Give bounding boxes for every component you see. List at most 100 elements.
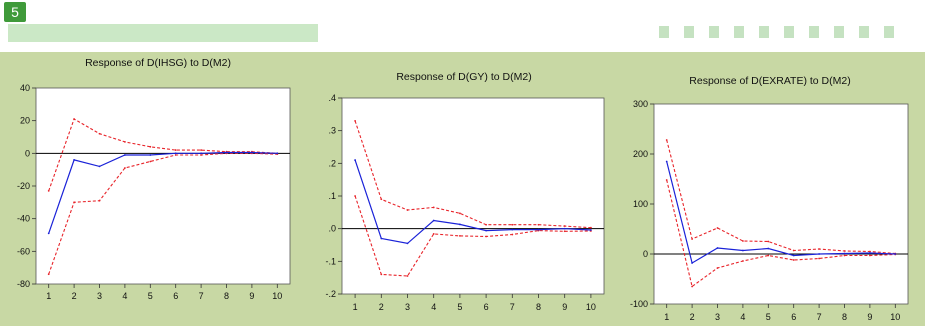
band-point-upper — [590, 226, 592, 229]
x-tick-label: 3 — [715, 312, 720, 322]
response-point — [149, 154, 152, 156]
y-tick-label: .4 — [328, 93, 336, 103]
band-point-upper — [767, 240, 770, 243]
band-point-lower — [792, 259, 795, 261]
decorative-dot — [834, 26, 844, 38]
response-line — [48, 151, 278, 234]
x-tick-label: 3 — [97, 291, 102, 301]
y-tick-label: 40 — [20, 83, 30, 93]
band-point-lower — [149, 160, 152, 163]
response-point — [485, 229, 487, 232]
response-point — [691, 262, 693, 264]
x-tick-label: 7 — [817, 312, 822, 322]
y-tick-label: -.2 — [325, 289, 336, 299]
band-point-lower — [691, 285, 693, 288]
plot-area — [35, 87, 291, 285]
band-point-upper — [691, 238, 693, 240]
band-point-lower — [843, 254, 846, 257]
x-tick-label: 8 — [842, 312, 847, 322]
band-point-upper — [73, 118, 75, 120]
x-tick-label: 2 — [690, 312, 695, 322]
chart-svg: Response of D(IHSG) to D(M2) -80 -60 -40 -20… — [17, 57, 291, 301]
band-point-lower — [459, 234, 461, 237]
confidence-band-lower — [354, 195, 591, 277]
chart-svg: Response of D(EXRATE) to D(M2) -100 0 100 20… — [630, 75, 909, 322]
x-tick-label: 9 — [562, 302, 567, 312]
y-tick-label: .0 — [328, 224, 336, 234]
band-point-lower — [742, 260, 744, 262]
band-point-upper — [511, 223, 514, 226]
band-point-upper — [485, 223, 487, 226]
response-point — [73, 158, 75, 161]
band-point-lower — [511, 233, 514, 236]
x-tick-label: 9 — [249, 291, 254, 301]
x-tick-label: 1 — [46, 291, 51, 301]
band-point-upper — [354, 119, 356, 122]
x-tick-label: 6 — [791, 312, 796, 322]
decorative-dot — [684, 26, 694, 38]
band-point-lower — [47, 273, 50, 276]
x-tick-label: 10 — [272, 291, 282, 301]
response-point — [792, 254, 795, 257]
response-point — [665, 160, 668, 163]
confidence-band-upper — [666, 139, 896, 255]
band-point-upper — [174, 149, 177, 151]
ihsg-impulse-chart: Response of D(IHSG) to D(M2) -80 -60 -40 -20… — [8, 52, 308, 326]
plot-area — [653, 103, 909, 305]
x-tick-label: 3 — [405, 302, 410, 312]
response-line — [666, 161, 896, 264]
chart-title: Response of D(EXRATE) to D(M2) — [689, 75, 850, 87]
band-point-lower — [380, 273, 383, 276]
response-point — [511, 228, 514, 231]
band-point-lower — [767, 254, 770, 257]
chart-svg: Response of D(GY) to D(M2) -.2 -.1 .0 .1 .2 .3… — [325, 71, 605, 312]
y-tick-label: -60 — [17, 246, 30, 256]
x-tick-label: 2 — [379, 302, 384, 312]
x-tick-label: 7 — [199, 291, 204, 301]
band-point-upper — [432, 206, 435, 209]
band-point-upper — [563, 225, 566, 227]
band-point-upper — [665, 139, 668, 141]
band-point-lower — [485, 235, 487, 238]
chart-title: Response of D(IHSG) to D(M2) — [85, 57, 231, 69]
y-tick-label: 200 — [633, 149, 648, 159]
band-point-upper — [406, 209, 409, 211]
band-point-upper — [47, 190, 50, 192]
x-tick-label: 1 — [353, 302, 358, 312]
plot-area — [341, 97, 605, 295]
decorative-dot — [884, 26, 894, 38]
band-point-upper — [124, 141, 126, 143]
title-placeholder-bar — [8, 24, 318, 42]
band-point-lower — [200, 154, 203, 156]
x-tick-label: 8 — [224, 291, 229, 301]
x-tick-label: 4 — [122, 291, 127, 301]
response-point — [124, 154, 126, 156]
confidence-band-upper — [354, 120, 591, 229]
decorative-dot — [759, 26, 769, 38]
band-point-upper — [380, 198, 383, 201]
y-tick-label: -.1 — [325, 256, 336, 266]
response-point — [459, 223, 461, 226]
y-tick-label: 300 — [633, 99, 648, 109]
y-tick-label: 0 — [25, 148, 30, 158]
response-point — [98, 165, 101, 168]
x-tick-label: 7 — [510, 302, 515, 312]
response-line — [354, 159, 591, 245]
band-point-lower — [665, 179, 668, 181]
band-point-upper — [200, 149, 203, 151]
y-tick-label: 20 — [20, 116, 30, 126]
slide-number-badge: 5 — [4, 2, 26, 22]
response-point — [818, 253, 820, 255]
band-point-upper — [818, 248, 820, 250]
y-tick-label: -40 — [17, 214, 30, 224]
response-point — [200, 152, 203, 155]
band-point-lower — [406, 275, 409, 277]
confidence-band-lower — [666, 179, 896, 288]
band-point-lower — [563, 230, 566, 233]
response-point — [742, 249, 744, 252]
x-tick-label: 5 — [766, 312, 771, 322]
decorative-dot — [659, 26, 669, 38]
response-point — [174, 152, 177, 155]
x-tick-label: 6 — [173, 291, 178, 301]
response-point — [354, 159, 356, 161]
